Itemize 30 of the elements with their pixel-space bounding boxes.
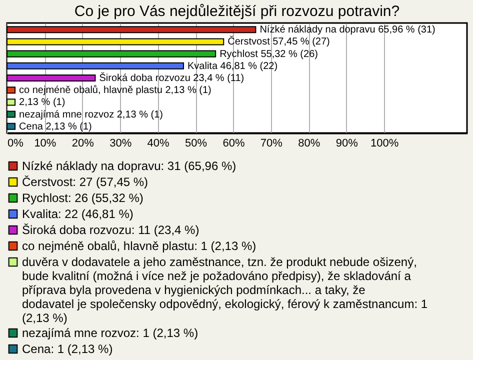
x-tick-label: 50% xyxy=(185,138,208,150)
data-label: Čerstvost 57,45 % (27) xyxy=(228,36,330,48)
x-tick-label: 10% xyxy=(34,138,56,150)
legend-label: Rychlost: 26 (55,32 %) xyxy=(22,191,144,205)
data-label: 2,13 % (1) xyxy=(19,97,66,108)
data-label: co nejméně obalů, hlavně plastu 2,13 % (1) xyxy=(19,84,212,96)
chart-title: Co je pro Vás nejdůležitější při rozvozu potravin? xyxy=(74,3,400,20)
legend-label: Cena: 1 (2,13 %) xyxy=(22,342,113,356)
x-tick-label: 80% xyxy=(298,138,320,150)
x-tick-label: 100% xyxy=(370,138,399,150)
x-tick-label: 90% xyxy=(336,138,358,150)
x-tick-label: 30% xyxy=(110,138,132,150)
legend-label: co nejméně obalů, hlavně plastu: 1 (2,13 %) xyxy=(22,239,256,253)
legend-label: Čerstvost: 27 (57,45 %) xyxy=(22,175,148,189)
legend-label: Široká doba rozvozu: 11 (23,4 %) xyxy=(22,223,200,237)
legend-label: duvěra v dodavatele a jeho zaměstnance, tzn. že produkt nebude ošizený, bude kvalitní (možná i více než je požadováno předpisy), že skladování a příprava byla provedena v hygienických podmínkach... a taky, že dodavatel je společensky odpovědný, ekologický, férový k zaměstnancum: 1 (2,13 %) xyxy=(22,255,428,325)
x-tick-label: 40% xyxy=(147,138,170,150)
data-label: nezajímá mne rozvoz 2,13 % (1) xyxy=(19,109,163,120)
legend-label: nezajímá mne rozvoz: 1 (2,13 %) xyxy=(22,326,198,340)
x-tick-label: 70% xyxy=(260,138,283,150)
data-label: Široká doba rozvozu 23,4 % (11) xyxy=(99,72,244,84)
data-label: Cena 2,13 % (1) xyxy=(19,121,92,132)
legend-label: Kvalita: 22 (46,81 %) xyxy=(22,207,134,221)
x-tick-label: 20% xyxy=(72,138,94,150)
legend-label: Nízké náklady na dopravu: 31 (65,96 %) xyxy=(22,159,236,173)
data-label: Nízké náklady na dopravu 65,96 % (31) xyxy=(260,24,436,36)
data-label: Kvalita 46,81 % (22) xyxy=(187,60,278,72)
data-label: Rychlost 55,32 % (26) xyxy=(220,48,318,60)
x-tick-label: 0% xyxy=(8,138,24,150)
x-tick-label: 60% xyxy=(222,138,245,150)
